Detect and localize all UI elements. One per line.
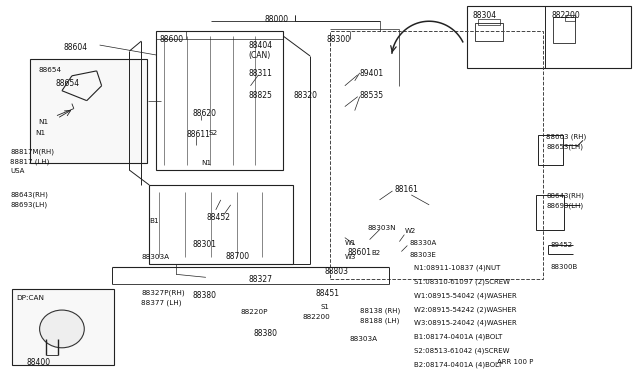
Text: 88188 (LH): 88188 (LH) xyxy=(360,317,399,324)
Bar xyxy=(467,6,630,68)
Text: 88535: 88535 xyxy=(360,91,384,100)
Text: N1:08911-10837 (4)NUT: N1:08911-10837 (4)NUT xyxy=(414,264,500,271)
Bar xyxy=(149,185,293,264)
Text: 88600: 88600 xyxy=(159,35,183,44)
Text: 88654: 88654 xyxy=(56,79,80,88)
Text: 88817M(RH): 88817M(RH) xyxy=(10,148,54,155)
Bar xyxy=(12,289,113,365)
Bar xyxy=(330,31,543,279)
Text: 88320: 88320 xyxy=(293,91,317,100)
Text: 88303E: 88303E xyxy=(410,251,436,257)
Bar xyxy=(536,195,564,230)
Text: W1:08915-54042 (4)WASHER: W1:08915-54042 (4)WASHER xyxy=(414,292,517,299)
Text: S1: S1 xyxy=(320,304,329,310)
Text: 88611: 88611 xyxy=(186,131,210,140)
Text: 882200: 882200 xyxy=(302,314,330,320)
Text: 88330A: 88330A xyxy=(410,240,436,246)
Text: DP:CAN: DP:CAN xyxy=(16,295,44,301)
Bar xyxy=(565,15,575,21)
Text: 88643(RH): 88643(RH) xyxy=(547,193,584,199)
Text: 88301: 88301 xyxy=(193,240,217,248)
Text: 88000: 88000 xyxy=(264,15,289,24)
Text: 88220P: 88220P xyxy=(241,309,268,315)
Bar xyxy=(156,31,284,170)
Text: W3: W3 xyxy=(345,254,356,260)
Text: 88653(LH): 88653(LH) xyxy=(547,143,583,150)
Text: 88451: 88451 xyxy=(315,289,339,298)
Text: W3:08915-24042 (4)WASHER: W3:08915-24042 (4)WASHER xyxy=(414,320,517,327)
Bar xyxy=(478,19,500,25)
Bar xyxy=(475,23,502,41)
Text: 88311: 88311 xyxy=(248,69,273,78)
Text: 88452: 88452 xyxy=(207,213,231,222)
Text: 88643(RH): 88643(RH) xyxy=(10,192,48,198)
Text: 88377 (LH): 88377 (LH) xyxy=(141,299,182,306)
Text: 88817 (LH): 88817 (LH) xyxy=(10,158,50,165)
Text: N1: N1 xyxy=(35,131,45,137)
Bar xyxy=(30,59,147,163)
Text: 88303A: 88303A xyxy=(350,336,378,342)
Text: 88400: 88400 xyxy=(26,358,51,367)
Text: 88803: 88803 xyxy=(325,267,349,276)
Text: W1: W1 xyxy=(345,240,356,246)
Text: 88138 (RH): 88138 (RH) xyxy=(360,307,400,314)
Text: 88620: 88620 xyxy=(193,109,217,118)
Text: USA: USA xyxy=(10,168,25,174)
Bar xyxy=(553,17,575,43)
Text: 88161: 88161 xyxy=(394,185,419,194)
Text: ARR 100 P: ARR 100 P xyxy=(497,359,533,365)
Text: (CAN): (CAN) xyxy=(248,51,271,60)
Text: B2:08174-0401A (4)BOLT: B2:08174-0401A (4)BOLT xyxy=(414,362,502,368)
Text: 88303N: 88303N xyxy=(367,225,396,231)
Text: 88404: 88404 xyxy=(248,41,273,50)
Text: 88327P(RH): 88327P(RH) xyxy=(141,289,185,296)
Text: W2:08915-54242 (2)WASHER: W2:08915-54242 (2)WASHER xyxy=(414,306,516,312)
Bar xyxy=(538,135,563,165)
Text: B2: B2 xyxy=(372,250,381,256)
Text: 88603 (RH): 88603 (RH) xyxy=(547,134,586,140)
Text: 89401: 89401 xyxy=(360,69,384,78)
Text: 88300: 88300 xyxy=(327,35,351,44)
Ellipse shape xyxy=(40,310,84,348)
Text: 88604: 88604 xyxy=(64,43,88,52)
Text: 88825: 88825 xyxy=(248,91,273,100)
Text: S1:08310-61097 (2)SCREW: S1:08310-61097 (2)SCREW xyxy=(414,278,510,285)
Text: 88327: 88327 xyxy=(248,275,273,284)
Text: 88693(LH): 88693(LH) xyxy=(547,203,584,209)
Text: 88700: 88700 xyxy=(226,253,250,262)
Text: N1: N1 xyxy=(201,160,211,166)
Text: 882200: 882200 xyxy=(551,11,580,20)
Text: 88380: 88380 xyxy=(193,291,217,300)
Text: 88304: 88304 xyxy=(473,11,497,20)
Text: 88300B: 88300B xyxy=(550,264,577,270)
Text: B1: B1 xyxy=(149,218,159,224)
Text: 88601: 88601 xyxy=(348,247,372,257)
Text: 88303A: 88303A xyxy=(141,254,170,260)
Text: 88654: 88654 xyxy=(38,67,61,73)
Text: W2: W2 xyxy=(404,228,415,234)
Text: S2: S2 xyxy=(209,131,218,137)
Text: B1:08174-0401A (4)BOLT: B1:08174-0401A (4)BOLT xyxy=(414,334,502,340)
Text: 89452: 89452 xyxy=(550,241,572,248)
Text: 88380: 88380 xyxy=(253,329,278,338)
Text: S2:08513-61042 (4)SCREW: S2:08513-61042 (4)SCREW xyxy=(414,348,510,354)
Text: N1: N1 xyxy=(38,119,48,125)
Text: 88693(LH): 88693(LH) xyxy=(10,202,47,208)
